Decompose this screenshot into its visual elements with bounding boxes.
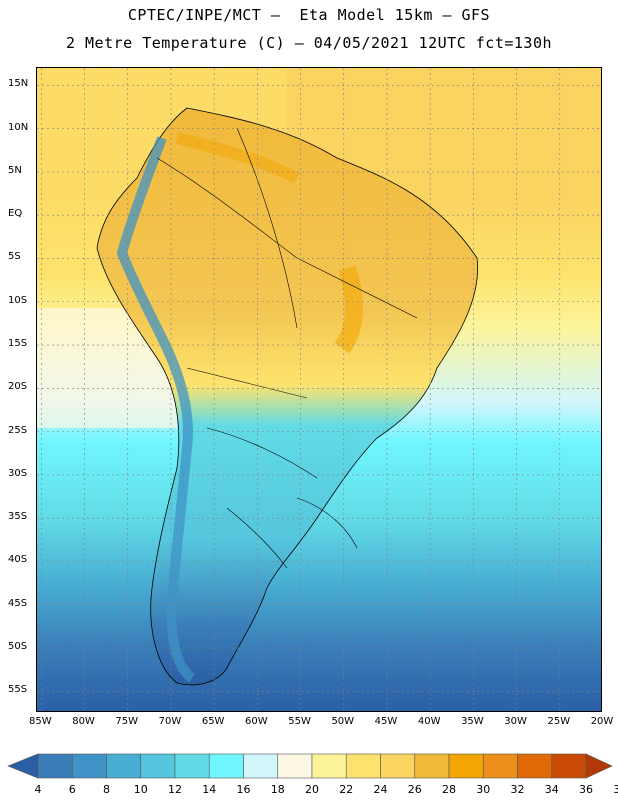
- latitude-label: 35S: [8, 511, 28, 523]
- longitude-label: 25W: [547, 716, 571, 727]
- colorbar-tick-label: 8: [103, 783, 110, 796]
- latitude-label: 5S: [8, 251, 21, 263]
- colorbar-segment: [277, 753, 313, 779]
- latitude-label: 30S: [8, 467, 28, 479]
- map-title-line2: 2 Metre Temperature (C) – 04/05/2021 12U…: [65, 34, 553, 52]
- colorbar-tick-label: 4: [34, 783, 42, 796]
- colorbar-segment: [414, 753, 450, 779]
- colorbar-segment: [448, 753, 484, 779]
- longitude-label: 85W: [29, 716, 52, 727]
- colorbar-segment: [208, 753, 244, 779]
- colorbar-tick-label: 16: [236, 783, 251, 796]
- longitude-label: 55W: [288, 716, 311, 727]
- colorbar-tick-label: 38: [613, 783, 618, 796]
- colorbar-tick-label: 18: [270, 783, 285, 796]
- longitude-label: 60W: [245, 716, 268, 727]
- latitude-label: 25S: [8, 424, 28, 436]
- colorbar-min-arrow: [7, 753, 39, 779]
- colorbar-tick-label: 6: [68, 783, 76, 796]
- longitude-label: 80W: [72, 716, 95, 727]
- latitude-label: 45S: [8, 597, 28, 609]
- colorbar-tick-label: 24: [373, 783, 388, 796]
- andes-cold-ridge: [116, 136, 196, 683]
- longitude-label: 35W: [461, 716, 484, 727]
- colorbar-segment: [345, 753, 381, 779]
- colorbar-tick-label: 36: [579, 783, 593, 796]
- latitude-label: 15S: [8, 338, 28, 350]
- colorbar-segment: [311, 753, 347, 779]
- longitude-label: 40W: [417, 716, 441, 727]
- longitude-label: 70W: [158, 716, 182, 727]
- latitude-label: EQ: [8, 208, 23, 220]
- longitude-label: 50W: [331, 716, 355, 727]
- longitude-label: 45W: [374, 716, 398, 727]
- colorbar-segment: [243, 753, 279, 779]
- latitude-label: 55S: [8, 684, 28, 696]
- colorbar-segment: [482, 753, 518, 779]
- temperature-colorbar: [0, 748, 618, 800]
- latitude-label: 20S: [8, 381, 28, 393]
- latitude-label: 10N: [8, 121, 29, 133]
- longitude-label: 65W: [201, 716, 225, 727]
- colorbar-segment: [517, 753, 553, 779]
- country-borders: [156, 127, 418, 569]
- longitude-label: 75W: [115, 716, 139, 727]
- colorbar-segment: [551, 753, 587, 779]
- latitude-label: 15N: [8, 78, 29, 90]
- colorbar-tick-label: 28: [442, 783, 456, 796]
- colorbar-segment: [140, 753, 176, 779]
- colorbar-tick-label: 14: [202, 783, 217, 796]
- graticule-grid: [37, 68, 601, 711]
- colorbar-segment: [37, 753, 73, 779]
- colorbar-graphic: [7, 753, 613, 779]
- colorbar-tick-label: 22: [339, 783, 354, 796]
- colorbar-segment: [380, 753, 416, 779]
- colorbar-tick-label: 26: [407, 783, 422, 796]
- colorbar-max-arrow: [585, 753, 613, 779]
- longitude-label: 20W: [590, 716, 614, 727]
- south-america-landmass: [96, 107, 479, 686]
- map-title-line1: CPTEC/INPE/MCT – Eta Model 15km – GFS: [127, 6, 491, 24]
- latitude-label: 5N: [8, 164, 22, 176]
- colorbar-tick-label: 30: [476, 783, 491, 796]
- map-canvas: [37, 68, 601, 711]
- temperature-map: [36, 67, 602, 712]
- colorbar-segment: [106, 753, 142, 779]
- colorbar-tick-label: 20: [305, 783, 319, 796]
- latitude-label: 40S: [8, 554, 28, 566]
- colorbar-segment: [174, 753, 210, 779]
- colorbar-tick-label: 12: [168, 783, 182, 796]
- longitude-label: 30W: [504, 716, 527, 727]
- colorbar-segment: [71, 753, 107, 779]
- latitude-label: 10S: [8, 294, 28, 306]
- central-brazil-hot-zone: [334, 265, 363, 354]
- latitude-label: 50S: [8, 641, 28, 653]
- colorbar-tick-label: 34: [544, 783, 559, 796]
- colorbar-tick-label: 10: [133, 783, 148, 796]
- colorbar-tick-label: 32: [510, 783, 525, 796]
